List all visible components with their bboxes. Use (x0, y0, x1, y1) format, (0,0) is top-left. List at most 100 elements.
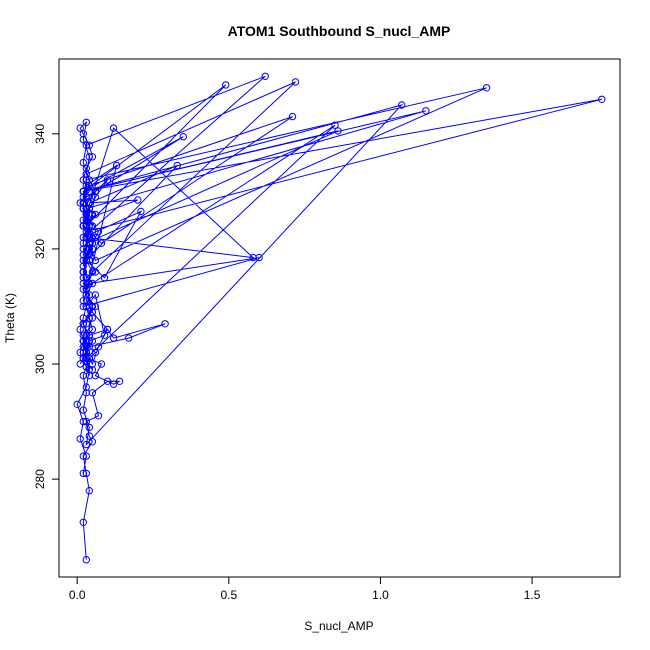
data-point (291, 78, 300, 86)
data-point (85, 432, 94, 440)
data-point (82, 118, 91, 127)
data-point (94, 343, 103, 351)
y-tick-label: 280 (33, 469, 47, 489)
data-point (115, 377, 124, 385)
data-point (85, 181, 94, 190)
data-point (79, 262, 88, 270)
data-point (76, 325, 84, 334)
data-point (97, 360, 106, 368)
data-point (100, 331, 109, 339)
data-point (85, 245, 94, 253)
data-point (79, 256, 88, 265)
data-point (85, 291, 94, 299)
data-point (79, 452, 88, 460)
data-point (82, 181, 91, 190)
data-point (73, 400, 81, 408)
data-point (173, 161, 182, 170)
data-point (79, 135, 88, 144)
data-point (109, 334, 118, 342)
y-axis-label: Theta (K) (3, 293, 17, 343)
data-point (94, 228, 103, 236)
data-point (103, 325, 112, 334)
data-point (82, 274, 91, 282)
data-point (109, 380, 118, 388)
data-point (88, 239, 97, 247)
data-point (103, 377, 112, 385)
x-tick-label: 0.5 (220, 588, 237, 602)
data-point (79, 193, 88, 201)
data-point (91, 210, 100, 219)
data-point (91, 233, 100, 242)
x-tick-label: 1.5 (524, 588, 541, 602)
data-point (85, 366, 94, 374)
data-point (112, 161, 121, 170)
y-tick-label: 340 (33, 123, 47, 143)
data-point (82, 285, 91, 293)
data-point (82, 222, 91, 230)
y-tick-label: 300 (33, 354, 47, 374)
data-point (134, 196, 142, 204)
data-point (79, 268, 88, 276)
data-point (82, 228, 91, 236)
data-point (79, 371, 88, 380)
data-point (82, 452, 91, 460)
data-point (79, 285, 88, 293)
data-point (82, 440, 91, 449)
data-point (79, 417, 88, 426)
data-point (79, 239, 88, 247)
data-point (82, 343, 91, 351)
data-point (82, 164, 91, 173)
data-point (88, 268, 97, 276)
data-point (94, 412, 103, 420)
data-point (85, 331, 94, 339)
data-point (79, 314, 88, 322)
data-point (82, 348, 91, 357)
data-point (82, 331, 91, 339)
data-point (76, 199, 84, 207)
data-point (76, 124, 84, 132)
data-point (88, 308, 97, 316)
x-axis-label: S_nucl_AMP (304, 619, 373, 633)
x-tick-label: 0.0 (69, 588, 86, 602)
data-point (79, 406, 88, 414)
data-point (422, 107, 430, 115)
data-point (82, 389, 91, 397)
data-point (82, 256, 91, 265)
data-point (97, 239, 106, 247)
chart-title: ATOM1 Southbound S_nucl_AMP (228, 23, 451, 39)
data-point (82, 216, 91, 224)
data-point (398, 101, 406, 109)
data-point (85, 153, 94, 161)
data-point (103, 176, 112, 184)
data-point (100, 274, 109, 282)
data-point (85, 354, 94, 362)
data-point (261, 72, 269, 81)
data-point (79, 348, 88, 357)
data-point (79, 302, 88, 311)
data-point (82, 556, 91, 564)
x-tick-label: 1.0 (372, 588, 389, 602)
data-point (79, 233, 88, 242)
data-point (82, 383, 91, 391)
data-point (82, 469, 91, 478)
data-point (91, 302, 100, 311)
data-point (88, 279, 97, 288)
data-point (88, 314, 97, 322)
data-point (79, 274, 88, 282)
data-point (82, 141, 91, 150)
data-point (82, 204, 91, 213)
data-point (85, 423, 94, 432)
data-point (79, 222, 88, 230)
data-point (482, 84, 491, 92)
data-point (255, 253, 263, 262)
data-point (91, 348, 100, 357)
data-point (91, 256, 100, 265)
data-point (109, 124, 118, 132)
data-point (82, 417, 91, 426)
data-point (79, 130, 88, 138)
data-point (79, 187, 88, 196)
data-point (82, 233, 91, 242)
data-point (88, 337, 97, 345)
data-point (85, 204, 94, 213)
data-point (179, 133, 188, 141)
